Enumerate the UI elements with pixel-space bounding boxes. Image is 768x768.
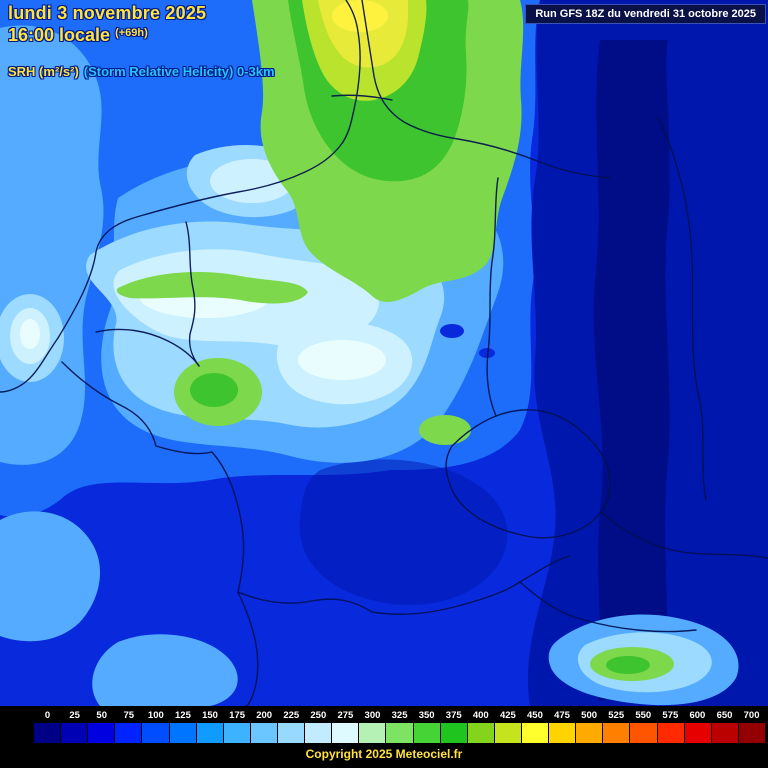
legend-value: 375 [445,710,462,721]
legend-value: 300 [364,710,381,721]
legend-cell [359,723,386,743]
legend-value: 175 [229,710,246,721]
coastline-north-sea [57,0,361,339]
srh-speckle-2 [479,348,495,358]
map-area[interactable]: lundi 3 novembre 2025 16:00 locale (+69h)… [0,0,768,706]
legend-cell [223,723,250,743]
legend-value: 25 [69,710,80,721]
legend-cell [467,723,494,743]
legend-value: 150 [202,710,218,721]
srh-region-green-central-spot [419,415,471,445]
border-germany-austria [371,555,571,615]
legend-value: 325 [391,710,408,721]
parameter-label: SRH (m²/s²) (Storm Relative Helicity) 0-3… [8,64,275,79]
legend-cell [521,723,549,743]
colorbar-cells-row [0,721,768,743]
legend-value: 275 [337,710,354,721]
legend-cell [711,723,738,743]
legend-cell [250,723,277,743]
borders-group [0,0,768,706]
legend-cell [115,723,142,743]
coastline-baltic [361,0,611,179]
legend-value: 425 [499,710,516,721]
legend-cell [34,723,61,743]
legend-cell [142,723,169,743]
border-germany-poland [486,177,499,417]
border-belgium-netherlands [95,328,200,367]
copyright-text: Copyright 2025 Meteociel.fr [305,747,463,761]
legend-value: 50 [96,710,107,721]
srh-region-green-band-west [116,272,309,304]
legend-value: 400 [472,710,489,721]
legend-value: 250 [310,710,327,721]
srh-speckle-1 [440,324,464,338]
legend-cell [277,723,305,743]
srh-region-green-rhineland-inner [190,373,238,407]
srh-map-svg [0,0,768,706]
colorbar-legend: 0 25 50 75 100 125 150 175 200 225 250 275 300 325 350… [0,706,768,768]
border-switzerland [237,591,373,613]
parameter-sub: (Storm Relative Helicity) 0-3km [83,64,275,79]
srh-region-yellow-core [332,0,388,32]
legend-value: 350 [418,710,435,721]
legend-cell [88,723,115,743]
legend-value: 475 [554,710,570,721]
srh-region-palest-central [298,340,386,380]
legend-cell [738,723,765,743]
legend-cell [196,723,223,743]
legend-cell [386,723,413,743]
legend-cell [630,723,657,743]
legend-cell [305,723,332,743]
legend-value: 550 [635,710,652,721]
srh-region-light-southwest-a [0,511,101,642]
legend-cell [61,723,88,743]
legend-cell [657,723,684,743]
srh-region-deepest-band [593,40,670,700]
legend-value: 200 [256,710,273,721]
border-austria-hungary [519,581,697,633]
border-denmark-germany [331,94,393,101]
border-poland-east [657,117,707,501]
legend-value: 75 [123,710,135,721]
legend-value: 225 [283,710,300,721]
date-label: lundi 3 novembre 2025 [8,3,207,23]
forecast-offset: (+69h) [115,27,148,39]
srh-region-green-southeast-inner [606,656,650,674]
legend-cell [576,723,603,743]
parameter-main: SRH (m²/s²) [8,64,79,79]
legend-cell [169,723,196,743]
legend-cell [549,723,576,743]
legend-value: 500 [581,710,598,721]
colorbar-values-row: 0 25 50 75 100 125 150 175 200 225 250 275 300 325 350… [0,706,768,721]
legend-cell [413,723,440,743]
srh-region-palest-west [20,319,40,349]
border-belgium-france [61,361,157,447]
legend-value: 600 [689,710,706,721]
legend-value: 450 [527,710,543,721]
legend-cell [603,723,630,743]
border-slovakia [600,511,768,559]
legend-value: 525 [608,710,625,721]
srh-region-light-southwest-b [92,634,238,706]
legend-cell [494,723,521,743]
legend-cell [332,723,359,743]
legend-value: 700 [743,710,760,721]
legend-value: 125 [175,710,191,721]
border-netherlands-germany [185,221,200,367]
border-france-italy [237,591,259,706]
legend-value: 0 [44,710,51,721]
run-info-box: Run GFS 18Z du vendredi 31 octobre 2025 [525,4,766,24]
legend-value: 575 [662,710,679,721]
time-label: 16:00 locale (+69h) [8,25,148,46]
legend-cell [684,723,711,743]
legend-value: 100 [147,710,164,721]
coastline-channel [0,337,59,393]
legend-cell [440,723,467,743]
legend-value: 650 [716,710,733,721]
time-text: 16:00 locale [8,25,111,45]
border-france-germany [155,445,245,593]
